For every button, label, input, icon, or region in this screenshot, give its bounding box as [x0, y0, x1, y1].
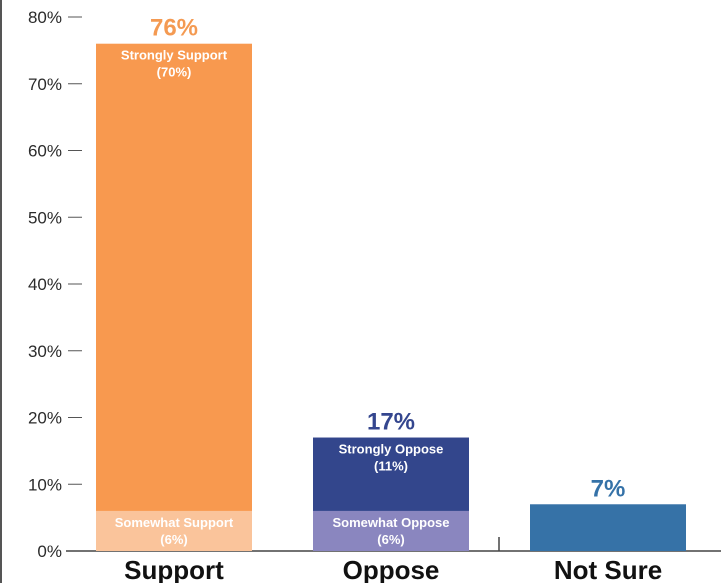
bar-segment-support-1 — [96, 43, 252, 511]
bar-total-label: 76% — [150, 15, 198, 42]
segment-value-label: (11%) — [374, 459, 408, 474]
y-tick-label: 30% — [28, 342, 62, 361]
labels: Somewhat Support (6%) Strongly Support (70%… — [115, 15, 662, 583]
y-tick-label: 70% — [28, 75, 62, 94]
segment-name-label: Strongly Support — [121, 48, 228, 63]
bar-segment-support-0 — [96, 510, 252, 551]
y-tick-label: 10% — [28, 475, 62, 494]
bar-total-label: 7% — [591, 475, 626, 502]
segment-name-label: Somewhat Oppose — [332, 515, 449, 530]
segment-value-label: (6%) — [160, 532, 187, 547]
bar-total-label: 17% — [367, 409, 415, 436]
category-label: Oppose — [343, 555, 440, 583]
y-tick-label: 20% — [28, 409, 62, 428]
segment-name-label: Somewhat Support — [115, 515, 234, 530]
y-tick-label: 80% — [28, 8, 62, 27]
bar-segment-not-sure-0 — [530, 504, 686, 551]
bars — [96, 43, 686, 551]
y-tick-label: 40% — [28, 275, 62, 294]
segment-name-label: Strongly Oppose — [339, 442, 444, 457]
bar-segment-oppose-0 — [313, 510, 469, 551]
y-tick-label: 60% — [28, 142, 62, 161]
category-label: Not Sure — [554, 555, 662, 583]
y-tick-label: 0% — [37, 542, 62, 561]
bar-segment-oppose-1 — [313, 437, 469, 511]
y-tick-label: 50% — [28, 208, 62, 227]
segment-value-label: (70%) — [157, 65, 192, 80]
segment-value-label: (6%) — [377, 532, 404, 547]
category-label: Support — [124, 555, 224, 583]
